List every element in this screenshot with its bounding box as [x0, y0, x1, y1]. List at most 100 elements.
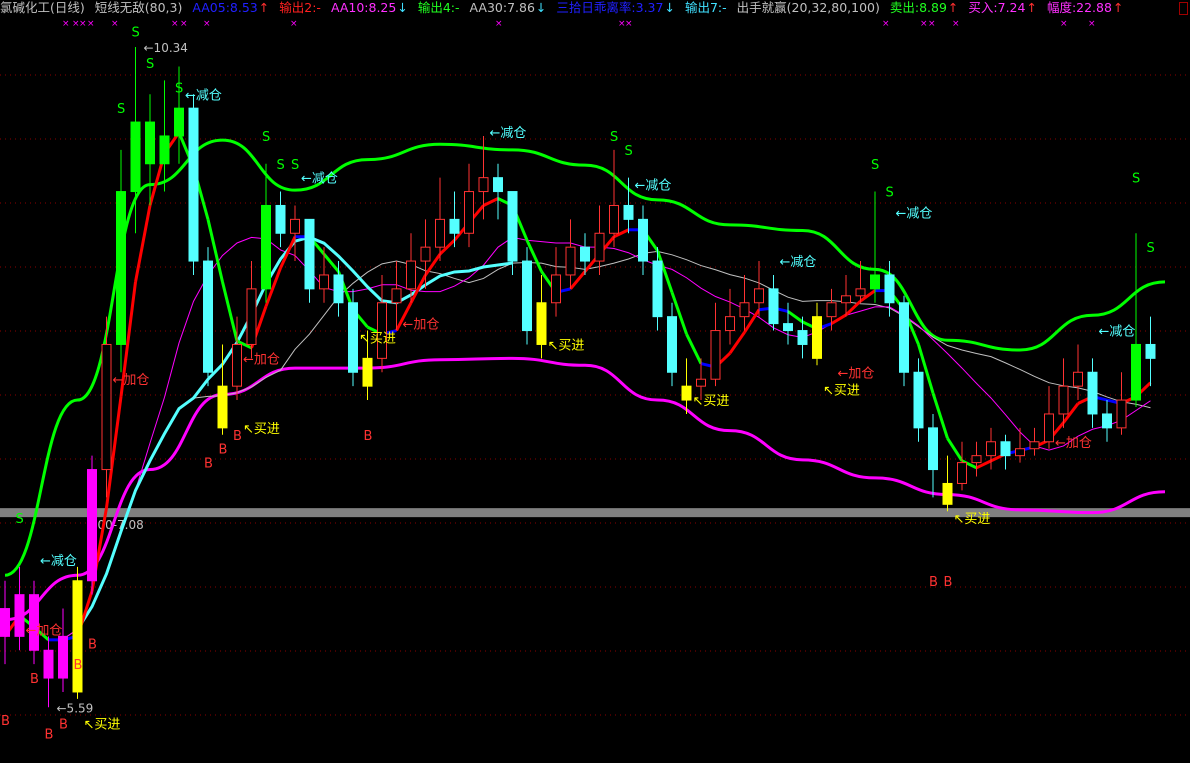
signal-b: B [364, 429, 373, 444]
candle [377, 274, 387, 373]
trend-line-segment [931, 392, 949, 439]
candle-body [1131, 343, 1141, 401]
trend-line-segment [685, 333, 703, 365]
ma-cyan-line [76, 235, 513, 631]
candle [232, 316, 242, 401]
signal-add: ←加仓 [838, 366, 875, 381]
candle-body [43, 649, 54, 679]
candle [203, 247, 213, 387]
candle [1102, 400, 1112, 442]
signal-b: B [45, 728, 54, 743]
candle [826, 288, 837, 331]
signal-b: B [944, 575, 953, 590]
trend-line-segment [279, 236, 297, 269]
arrow-down-icon: ↓ [397, 0, 408, 15]
candle-body [261, 204, 271, 290]
header-indicator-7: 三拾日乖离率:3.37↓ [556, 0, 675, 15]
candle-body [435, 218, 445, 248]
candle-body [522, 260, 532, 332]
arrow-up-icon: ↑ [1112, 0, 1124, 15]
signal-sell: S [277, 158, 285, 173]
candle-body [971, 455, 982, 464]
signal-marker-icon: × [203, 19, 211, 29]
candle [696, 358, 706, 401]
candle [435, 177, 445, 262]
signal-b: B [204, 457, 213, 472]
candle-body [188, 107, 199, 262]
candle [145, 94, 155, 206]
trend-line-segment [946, 437, 964, 462]
support-band [0, 508, 1190, 518]
header-indicator-2: AA05:8.53↑ [192, 0, 269, 15]
candle [261, 163, 271, 303]
signal-sell: S [625, 144, 633, 159]
candle-body [725, 316, 735, 332]
arrow-up-icon: ↑ [1026, 0, 1037, 15]
candle-body [884, 274, 895, 304]
candle-body [14, 594, 25, 637]
header-indicator-6: AA30:7.86↓ [470, 0, 547, 15]
signal-sell: S [1147, 241, 1155, 256]
candle-body [841, 295, 851, 304]
candle-body [217, 385, 228, 429]
candle [493, 163, 503, 220]
candle [768, 274, 779, 331]
signal-b: B [30, 672, 39, 687]
candle [710, 302, 721, 387]
candle-body [377, 302, 387, 359]
candle-body [72, 580, 83, 693]
candle [899, 295, 909, 387]
signal-marker-icon: × [1060, 19, 1068, 29]
signal-marker-icon: × [79, 19, 87, 29]
signal-marker-icon: × [952, 19, 960, 29]
signal-add: ←加仓 [243, 352, 280, 367]
candle [1131, 233, 1141, 408]
trend-line-segment [859, 289, 876, 303]
indicator-value: 出手就赢(20,32,80,100) [736, 0, 880, 15]
candle-body [478, 177, 489, 193]
candle [478, 135, 489, 220]
candle [957, 441, 967, 491]
candle [652, 247, 663, 331]
candle-body [594, 232, 605, 262]
signal-reduce: ←减仓 [490, 126, 527, 141]
ma-white-line [33, 250, 1151, 641]
candle-body [304, 218, 315, 290]
price-label: ←10.34 [144, 41, 188, 55]
window-restore-button[interactable] [1179, 2, 1188, 15]
trend-line-segment [105, 396, 123, 508]
trend-line-segment [395, 302, 413, 332]
candle-body [449, 218, 460, 234]
signal-marker-icon: × [625, 19, 633, 29]
candle-body [1116, 399, 1127, 429]
candle [159, 80, 170, 192]
indicator-value: 卖出:8.89 [889, 0, 947, 15]
trend-line-segment [787, 310, 804, 324]
candle-body [957, 462, 967, 484]
candle [304, 218, 315, 303]
trend-line-segment [206, 219, 224, 283]
candle-body [551, 274, 561, 304]
candle [507, 191, 518, 275]
signal-reduce: ←减仓 [301, 172, 338, 187]
candle-body [1073, 371, 1083, 387]
arrow-up-icon: ↑ [947, 0, 959, 15]
trend-line-segment [221, 281, 239, 342]
candle-body [420, 246, 431, 262]
candle-body [406, 260, 416, 290]
trend-line-segment [119, 281, 137, 397]
candle-body [87, 469, 97, 582]
candle [594, 205, 605, 275]
candle [362, 330, 373, 401]
candle-body [159, 135, 170, 165]
signal-marker-icon: × [495, 19, 503, 29]
candle-body [899, 302, 909, 373]
candle [333, 261, 344, 317]
candle-body [609, 204, 619, 234]
candle [609, 149, 619, 248]
trend-line-segment [670, 291, 688, 335]
signal-marker-icon: × [180, 19, 188, 29]
candle-body [768, 288, 779, 325]
candle-body [1029, 441, 1040, 450]
